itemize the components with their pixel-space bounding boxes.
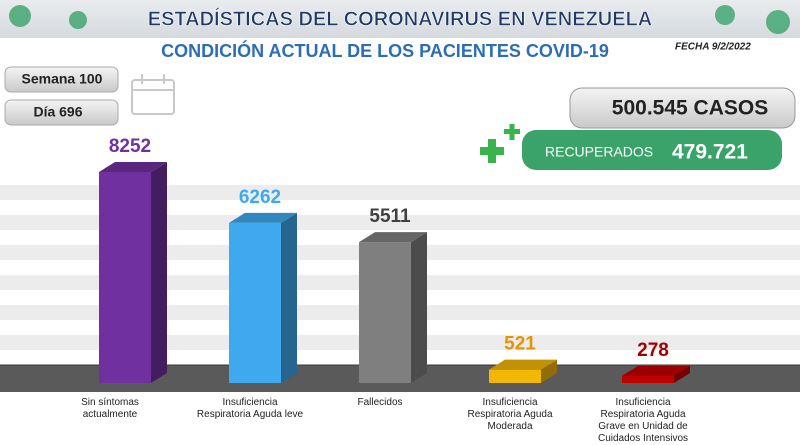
category-label: Insuficiencia Respiratoria Aguda leve [196,397,304,420]
bar-side [674,365,690,383]
value-label: 6262 [239,187,281,208]
bar-top [229,212,297,223]
stripe [0,185,800,200]
value-label: 278 [637,340,669,361]
value-label: 521 [504,334,536,355]
stripe [0,215,800,230]
category-label: Insuficiencia Respiratoria Aguda Grave e… [597,397,689,444]
bar-top [99,162,167,172]
bar [489,369,541,383]
date: FECHA 9/2/2022 [675,42,751,53]
bar-side [151,162,167,383]
recovered: 479.721 [672,141,748,164]
category-label: Insuficiencia Respiratoria Aguda Moderad… [467,397,553,432]
cases-box [569,87,796,129]
category-label: Fallecidos [357,397,403,408]
subtitle: CONDICIÓN ACTUAL DE LOS PACIENTES COVID-… [161,40,609,61]
bar-top [622,365,690,376]
header-band [0,0,800,38]
bar-top [359,232,427,243]
bar-side [281,212,297,383]
week-box [4,66,119,93]
bar-side [541,359,557,383]
bar [622,375,674,383]
value-label: 5511 [369,206,411,227]
bar-top [489,359,557,370]
day-box [4,99,119,126]
bar [99,172,151,383]
category-label: Sin síntomas actualmente [81,397,139,420]
day: Día 696 [33,104,82,120]
recovered-box [522,130,782,170]
bar [359,242,411,383]
title: ESTADÍSTICAS DEL CORONAVIRUS EN VENEZUEL… [148,7,653,30]
week: Semana 100 [22,71,103,87]
value-label: 8252 [109,136,151,157]
virus-icons [9,5,790,34]
bar-side [411,232,427,383]
cases: 500.545 CASOS [612,97,768,120]
calendar-icon [131,74,175,115]
recovered-label: RECUPERADOS [545,144,653,160]
bar [229,222,281,383]
plus-icons [480,124,520,163]
